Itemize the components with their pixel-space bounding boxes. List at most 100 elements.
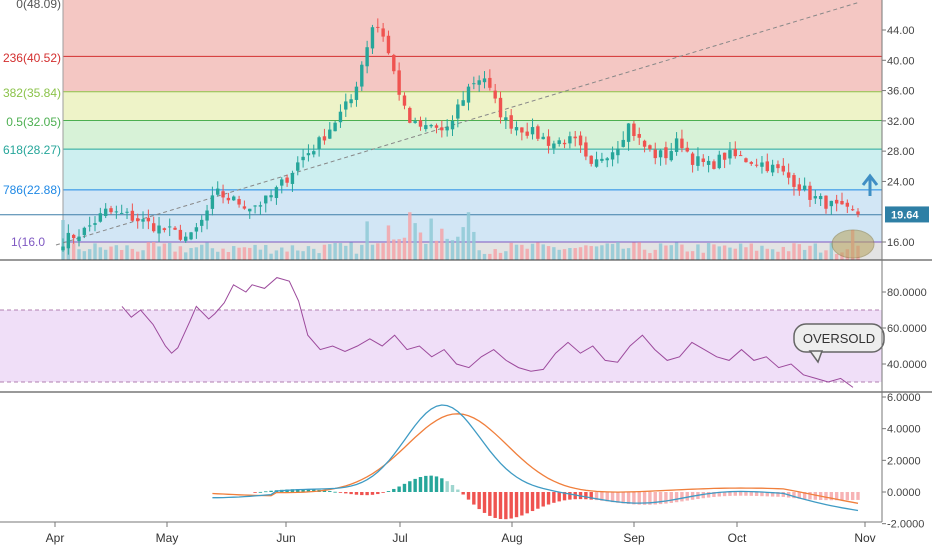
x-tick-label: Apr [46,531,65,545]
candle-body [605,158,609,161]
macd-hist-bar [717,492,721,497]
candle-body [98,213,103,222]
volume-bar [482,253,487,260]
candle-body [328,129,332,139]
volume-bar [264,244,268,260]
macd-hist-bar [306,489,311,492]
volume-bar [258,249,263,260]
fib-level-label: 618(28.27) [3,143,61,157]
volume-bar [301,251,305,260]
candle-body [119,212,124,214]
volume-bar [728,247,732,260]
candle-body [253,205,257,207]
x-tick-label: May [156,531,179,545]
candle-body [482,78,487,83]
rsi-band [0,310,882,382]
volume-bar [536,242,540,260]
volume-bar [93,243,97,260]
macd-hist-bar [626,492,631,505]
macd-hist-bar [253,492,257,493]
candle-body [146,217,151,222]
candle-body [402,95,407,106]
candle-body [82,227,87,236]
macd-hist-bar [541,492,545,507]
volume-bar [200,244,204,260]
candle-body [178,229,183,240]
price-tick-label: 24.00 [887,176,915,188]
candle-body [573,136,577,139]
macd-hist-bar [418,477,423,492]
candle-body [786,172,791,178]
price-tick-label: 36.00 [887,86,915,98]
macd-hist-bar [450,485,455,492]
candle-body [616,148,620,156]
macd-hist-bar [781,492,786,497]
candle-body [802,185,807,190]
candle-body [530,127,535,135]
macd-hist-bar [461,492,465,495]
candle-body [317,137,321,149]
candle-body [850,209,855,211]
x-tick-label: Jun [276,531,295,545]
volume-bar [765,248,769,260]
candle-body [706,160,711,165]
macd-hist-bar [802,492,807,500]
candle-body [733,148,737,157]
candle-body [477,80,481,85]
macd-hist-bar [338,492,343,493]
rsi-tick-label: 60.0000 [887,323,927,335]
macd-hist-bar [445,481,449,492]
x-tick-label: Jul [392,531,407,545]
volume-bar [152,242,156,260]
volume-bar [648,253,652,260]
volume-bar [802,249,807,260]
macd-line [212,404,859,512]
candle-body [205,210,209,221]
rsi-tick-label: 40.0000 [887,359,927,371]
candle-body [578,135,583,146]
volume-bar [269,253,273,260]
candle-body [248,208,252,212]
volume-bar [600,245,604,260]
volume-bar [562,249,567,260]
volume-bar [237,247,241,260]
candle-body [456,104,460,119]
candle-body [568,136,572,144]
volume-bar [466,212,471,260]
macd-hist-bar [845,492,850,501]
volume-bar [642,249,647,260]
macd-hist-bar [322,490,327,492]
volume-bar [392,239,396,260]
volume-bar [573,248,577,260]
candle-body [722,152,727,160]
macd-hist-bar [722,492,727,497]
macd-hist-bar [328,491,332,492]
macd-hist-bar [642,492,647,505]
volume-bar [87,249,92,260]
candle-body [690,153,695,165]
macd-hist-bar [402,483,407,492]
macd-hist-bar [429,475,433,492]
volume-bar [162,243,167,260]
volume-bar [637,242,641,260]
candle-body [226,197,231,201]
fib-level-label: 382(35.84) [3,86,61,100]
candle-body [829,200,834,207]
macd-hist-bar [466,492,471,500]
candle-body [754,164,759,166]
volume-bar [498,252,503,260]
volume-bar [216,251,220,260]
macd-hist-bar [296,489,300,492]
volume-bar [450,240,455,260]
macd-hist-bar [354,492,359,495]
macd-hist-bar [712,492,716,497]
volume-bar [253,244,257,260]
candle-body [610,152,615,160]
macd-hist-bar [706,492,711,498]
candle-body [546,136,551,146]
volume-bar [424,243,428,260]
volume-bar [322,244,327,260]
volume-bar [434,240,439,260]
candle-body [680,138,684,149]
oversold-callout [793,323,885,353]
